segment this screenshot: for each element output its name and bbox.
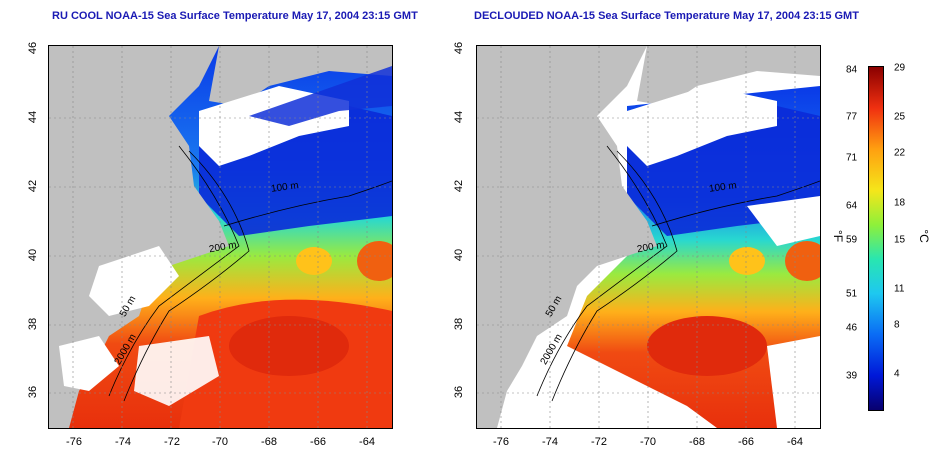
fahrenheit-label: 59 — [846, 234, 858, 246]
right-y-tick: 44 — [453, 110, 465, 124]
right-x-tick: -76 — [493, 436, 509, 448]
right-y-tick: 46 — [453, 41, 465, 55]
celsius-label: 8 — [894, 319, 900, 331]
fahrenheit-label: 39 — [846, 370, 858, 382]
fahrenheit-label: 71 — [846, 152, 858, 164]
right-panel-title: DECLOUDED NOAA-15 Sea Surface Temperatur… — [474, 10, 859, 22]
fahrenheit-label: 46 — [846, 322, 858, 334]
right-map-graphic — [477, 46, 820, 428]
fahrenheit-label: 77 — [846, 111, 858, 123]
fahrenheit-label: 64 — [846, 200, 858, 212]
left-panel-title: RU COOL NOAA-15 Sea Surface Temperature … — [52, 10, 418, 22]
celsius-label: 15 — [894, 234, 906, 246]
left-y-tick: 38 — [27, 317, 39, 331]
right-x-tick: -72 — [591, 436, 607, 448]
right-y-tick: 36 — [453, 385, 465, 399]
fahrenheit-label: 51 — [846, 288, 858, 300]
left-y-tick: 40 — [27, 248, 39, 262]
right-y-tick: 38 — [453, 317, 465, 331]
celsius-label: 25 — [894, 111, 906, 123]
right-x-tick: -68 — [689, 436, 705, 448]
temperature-colorbar — [868, 66, 884, 411]
celsius-label: 11 — [894, 283, 905, 295]
celsius-label: 22 — [894, 147, 906, 159]
celsius-label: 29 — [894, 62, 906, 74]
right-x-tick: -64 — [787, 436, 803, 448]
right-x-tick: -66 — [738, 436, 754, 448]
right-x-tick: -70 — [640, 436, 656, 448]
celsius-label: 18 — [894, 197, 906, 209]
left-y-tick: 44 — [27, 110, 39, 124]
left-x-tick: -74 — [115, 436, 131, 448]
celsius-label: 4 — [894, 368, 900, 380]
right-x-tick: -74 — [542, 436, 558, 448]
left-x-tick: -76 — [66, 436, 82, 448]
left-x-tick: -72 — [164, 436, 180, 448]
right-y-tick: 42 — [453, 179, 465, 193]
fahrenheit-label: 84 — [846, 64, 858, 76]
left-map-graphic — [49, 46, 392, 428]
left-x-tick: -64 — [359, 436, 375, 448]
left-x-tick: -66 — [310, 436, 326, 448]
celsius-unit: °C — [917, 229, 931, 243]
left-x-tick: -70 — [212, 436, 228, 448]
right-y-tick: 40 — [453, 248, 465, 262]
left-y-tick: 36 — [27, 385, 39, 399]
left-x-tick: -68 — [261, 436, 277, 448]
right-sst-map: 200 m 100 m 50 m 2000 m — [476, 45, 821, 429]
left-y-tick: 46 — [27, 41, 39, 55]
fahrenheit-unit: °F — [831, 229, 845, 243]
left-y-tick: 42 — [27, 179, 39, 193]
left-sst-map: 200 m 100 m 50 m 2000 m — [48, 45, 393, 429]
